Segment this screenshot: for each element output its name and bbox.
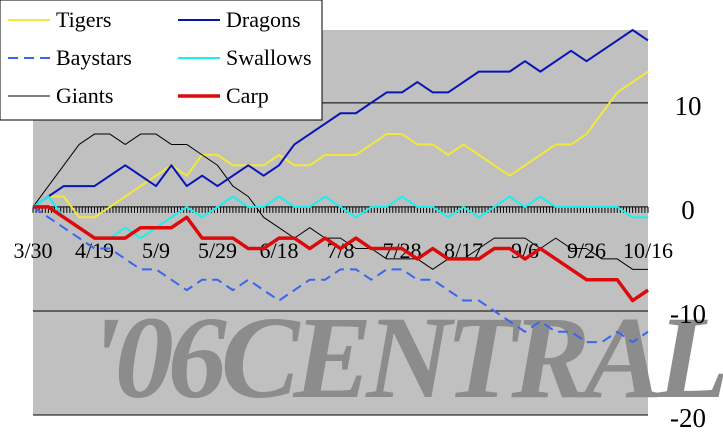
x-tick-label: 3/30 bbox=[13, 238, 52, 263]
x-tick-label: 6/18 bbox=[259, 238, 298, 263]
legend-label: Tigers bbox=[56, 7, 111, 32]
legend-box bbox=[0, 0, 323, 121]
y-tick-label: -20 bbox=[670, 403, 706, 433]
x-tick-label: 4/19 bbox=[75, 238, 114, 263]
x-tick-label: 5/9 bbox=[142, 238, 170, 263]
series-line bbox=[32, 70, 649, 219]
x-tick-label: 10/16 bbox=[623, 238, 673, 263]
series-line bbox=[33, 205, 649, 303]
x-tick-label: 9/26 bbox=[567, 238, 606, 263]
watermark: '06CENTRAL bbox=[88, 292, 723, 423]
series-line bbox=[32, 133, 648, 270]
legend-label: Carp bbox=[226, 83, 269, 108]
x-tick-label: 5/29 bbox=[198, 238, 237, 263]
legend-label: Swallows bbox=[226, 45, 312, 70]
series-line bbox=[32, 195, 648, 240]
y-tick-label: 10 bbox=[675, 91, 702, 121]
series-line bbox=[32, 29, 649, 208]
legend-label: Dragons bbox=[226, 7, 301, 32]
legend-label: Baystars bbox=[56, 45, 132, 70]
y-tick-label: 0 bbox=[681, 195, 695, 225]
legend-label: Giants bbox=[56, 83, 113, 108]
series-line bbox=[32, 206, 649, 344]
y-tick-label: -10 bbox=[670, 299, 706, 329]
